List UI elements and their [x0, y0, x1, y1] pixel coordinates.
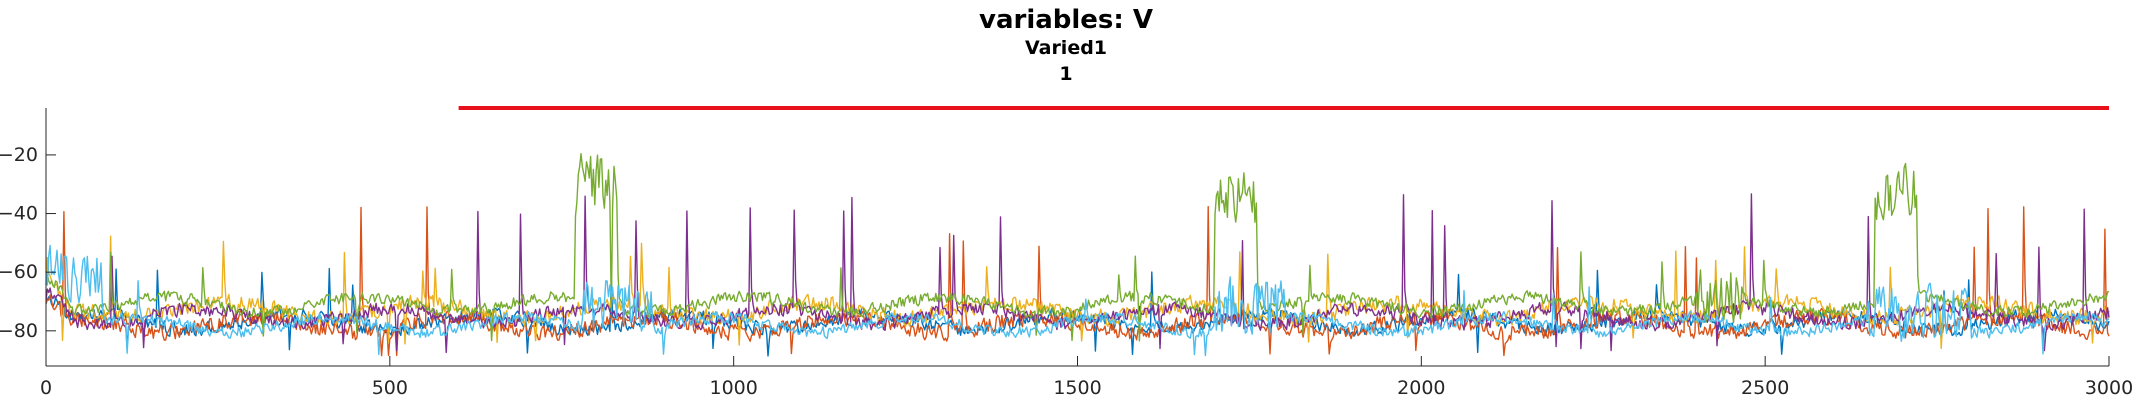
x-tick-label: 500: [372, 377, 408, 399]
x-tick-label: 3000: [2085, 377, 2133, 399]
series-line-6: [45, 244, 2110, 357]
x-tick-label: 1000: [709, 377, 757, 399]
series-layer: [45, 152, 2110, 357]
x-tick-label: 2000: [1397, 377, 1445, 399]
y-tick-label: −60: [0, 261, 38, 283]
y-tick-label: −40: [0, 203, 38, 225]
series-line-3: [45, 235, 2110, 350]
y-tick-label: −80: [0, 320, 38, 342]
y-axis-ticks: −80 −60 −40 −20: [0, 144, 56, 342]
series-line-2: [45, 205, 2110, 357]
series-line-4: [45, 193, 2110, 354]
series-line-5: [45, 152, 2110, 342]
x-tick-label: 1500: [1053, 377, 1101, 399]
chart-subtitle: Varied1: [1025, 37, 1107, 59]
x-tick-label: 2500: [1741, 377, 1789, 399]
x-tick-label: 0: [40, 377, 52, 399]
chart-subtitle-2: 1: [1059, 63, 1072, 85]
y-tick-label: −20: [0, 144, 38, 166]
chart-title: variables: V: [979, 5, 1153, 35]
x-axis-ticks: 0 500 1000 1500 2000 2500 3000: [40, 356, 2133, 399]
